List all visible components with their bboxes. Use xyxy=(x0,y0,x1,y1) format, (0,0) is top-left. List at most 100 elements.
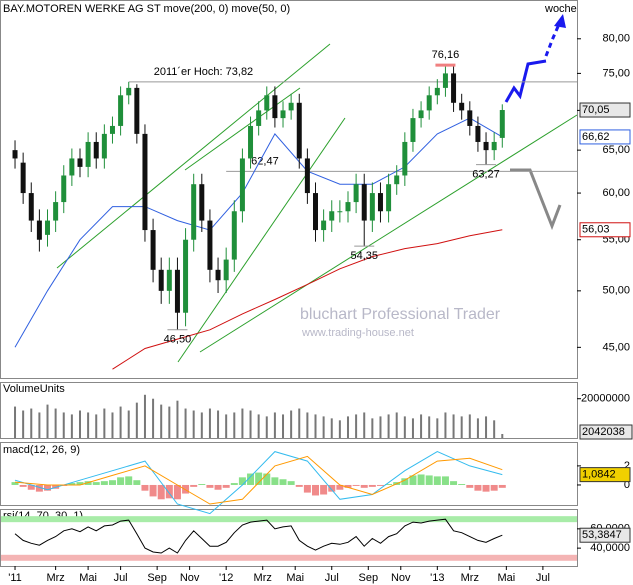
volume-bar xyxy=(143,394,146,438)
x-tick-label: Nov xyxy=(180,572,200,584)
macd-bar xyxy=(173,484,181,500)
volume-bar xyxy=(111,412,114,438)
candle-body xyxy=(77,158,83,167)
candle-body xyxy=(451,73,457,103)
y-tick-label: 60,00 xyxy=(602,187,630,199)
value-box-label: 56,03 xyxy=(582,224,610,236)
candle-body xyxy=(12,150,18,159)
volume-bar xyxy=(355,414,358,438)
macd-bar xyxy=(401,478,409,485)
macd-panel xyxy=(0,442,578,506)
macd-bar xyxy=(450,481,458,485)
y-tick-label: 80,00 xyxy=(602,33,630,45)
candle-body xyxy=(248,125,254,159)
x-tick-label: Sep xyxy=(359,572,379,584)
volume-bar xyxy=(395,412,398,438)
macd-bar xyxy=(490,484,498,491)
candle-body xyxy=(134,87,140,134)
volume-bar xyxy=(184,408,187,438)
volume-bar xyxy=(330,418,333,438)
candle-body xyxy=(402,141,408,176)
candle-body xyxy=(20,162,26,194)
rsi-line xyxy=(14,518,503,554)
candle-body xyxy=(386,184,392,212)
macd-bar xyxy=(385,484,393,485)
x-tick-label: Nov xyxy=(391,572,411,584)
macd-bar xyxy=(271,477,279,485)
level-label: 62,47 xyxy=(251,155,279,167)
volume-bar xyxy=(62,412,65,438)
candle-body xyxy=(183,239,189,313)
y-tick-label: 65,00 xyxy=(602,144,630,156)
volume-bar xyxy=(468,414,471,438)
volume-bar xyxy=(249,410,252,438)
macd-bar xyxy=(368,484,376,487)
macd-bar xyxy=(441,476,449,485)
volume-bar xyxy=(30,408,33,438)
point-label: 76,16 xyxy=(432,49,460,61)
x-tick-label: Mai xyxy=(497,572,515,584)
macd-bar xyxy=(352,484,360,486)
macd-bar xyxy=(125,476,133,485)
candle-body xyxy=(288,102,294,111)
candle-body xyxy=(329,211,335,221)
x-tick-label: Mrz xyxy=(461,572,479,584)
candle-body xyxy=(410,118,416,142)
volume-bar xyxy=(460,416,463,438)
candle-body xyxy=(53,202,59,221)
x-tick-label: Mai xyxy=(79,572,97,584)
volume-bar xyxy=(103,408,106,438)
candle-body xyxy=(353,184,359,203)
macd-bar xyxy=(27,484,35,490)
macd-bar xyxy=(376,484,384,486)
macd-bar xyxy=(474,484,482,491)
candle-body xyxy=(36,220,42,240)
volume-bar xyxy=(160,404,163,438)
volume-bar xyxy=(346,416,349,438)
macd-bar xyxy=(279,479,287,485)
candle-body xyxy=(118,95,124,126)
macd-bar xyxy=(190,484,198,487)
moving-average xyxy=(112,229,503,370)
candle-body xyxy=(93,141,99,159)
panel-title: VolumeUnits xyxy=(3,383,65,395)
watermark: bluchart Professional Trader xyxy=(300,306,501,323)
point-label: 46,50 xyxy=(164,334,192,346)
macd-line xyxy=(14,455,503,505)
macd-bar xyxy=(44,484,52,491)
candle-body xyxy=(483,141,489,151)
volume-bar xyxy=(168,406,171,438)
candle-body xyxy=(434,87,440,96)
candle-body xyxy=(126,87,132,96)
volume-bar xyxy=(233,412,236,438)
value-box xyxy=(579,467,631,483)
candle-body xyxy=(199,184,205,221)
candle-body xyxy=(174,269,180,313)
candle-body xyxy=(101,133,107,159)
macd-bar xyxy=(417,474,425,485)
x-tick-label: Sep xyxy=(147,572,167,584)
candle-body xyxy=(459,102,465,111)
x-tick-label: Mrz xyxy=(254,572,272,584)
period-label: woche xyxy=(544,3,577,15)
y-tick-label: 45,00 xyxy=(602,341,630,353)
macd-bar xyxy=(198,484,206,485)
volume-bar xyxy=(282,414,285,438)
candle-body xyxy=(61,175,67,203)
candle-body xyxy=(345,202,351,212)
volume-bar xyxy=(444,412,447,438)
macd-bar xyxy=(238,477,246,485)
y-tick-label: 40,0000 xyxy=(590,542,630,554)
candle-body xyxy=(394,175,400,185)
y-tick-label: 20000000 xyxy=(581,393,630,405)
macd-bar xyxy=(263,473,271,485)
macd-bar xyxy=(92,482,100,485)
volume-bar xyxy=(87,412,90,438)
candle-body xyxy=(239,158,245,212)
macd-line xyxy=(14,451,503,515)
value-box xyxy=(579,129,631,145)
candle-body xyxy=(426,95,432,111)
macd-bar xyxy=(498,484,506,488)
